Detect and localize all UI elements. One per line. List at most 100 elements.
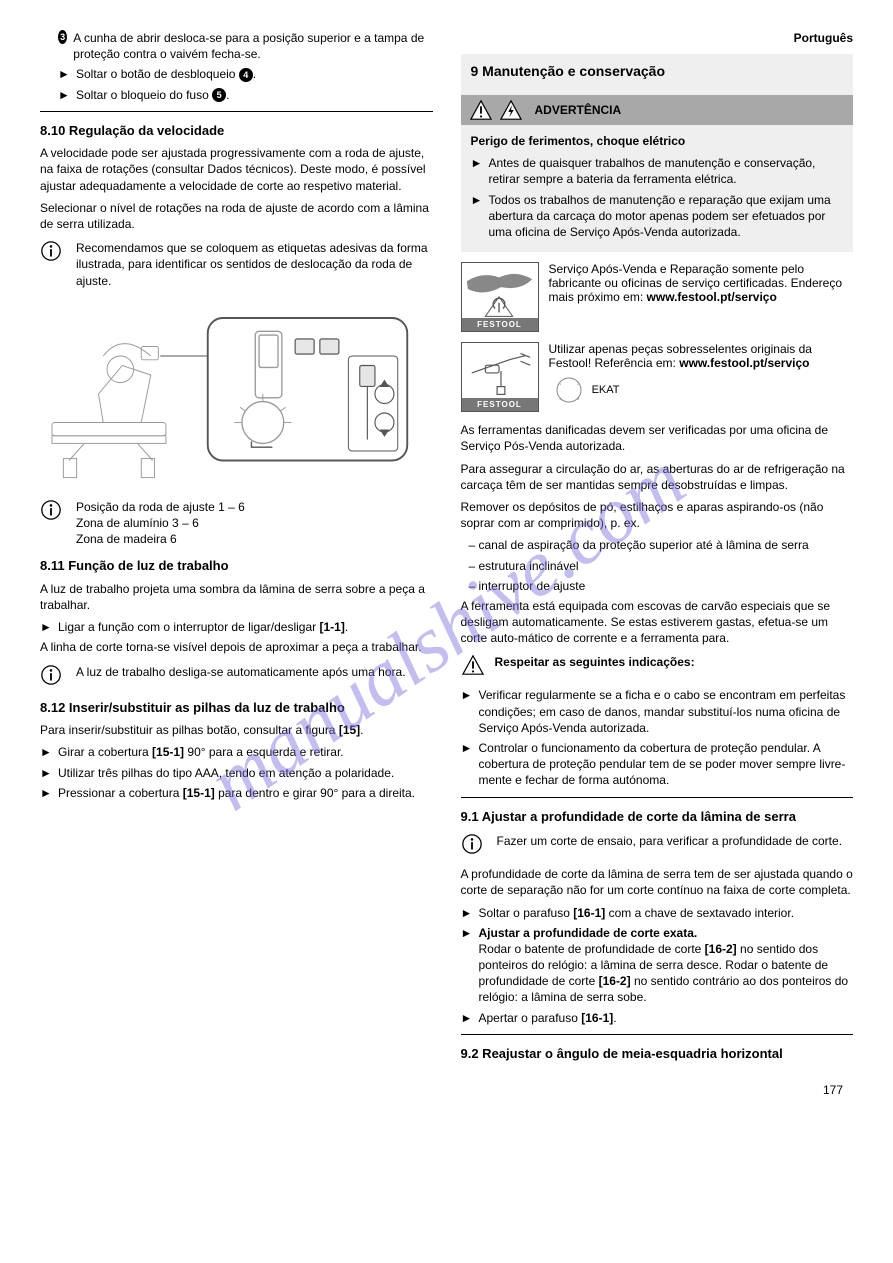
festool-badge: FESTOOL [462,318,538,331]
arrow-icon: ► [40,785,52,801]
warn-item1: Antes de quaisquer trabalhos de manutenç… [489,155,844,187]
sec-8-10-p2: Selecionar o nível de rotações na roda d… [40,200,433,232]
service-row-1: FESTOOL Serviço Após-Venda e Reparação s… [461,262,854,332]
sec812-item3: ► Pressionar a cobertura [15-1] para den… [40,785,433,801]
p-after-service: As ferramentas danificadas devem ser ver… [461,422,854,454]
step4-num-icon: 4 [239,68,253,82]
step4-text: Soltar o botão de desbloqueio 4. [76,66,256,82]
arrow-icon: ► [461,905,473,921]
speed-label-illustration [40,299,433,489]
info-row-1: Recomendamos que se coloquem as etiqueta… [40,240,433,289]
sec-8-11-p1: A luz de trabalho projeta uma sombra da … [40,581,433,613]
service2-link[interactable]: www.festool.pt/serviço [679,356,809,370]
left-column: 3 A cunha de abrir desloca-se para a pos… [40,30,433,1105]
sec91-step-b: ► Ajustar a profundidade de corte exata.… [461,925,854,1006]
service-row-2: FESTOOL Utilizar apenas peças sobressele… [461,342,854,412]
dash2: – estrutura inclinável [469,558,854,574]
info2-text: Posição da roda de ajuste 1 – 6 Zona de … [76,499,433,548]
step3-num-icon: 3 [58,30,67,44]
arrow-icon: ► [461,687,473,736]
sec-8-10-p1: A velocidade pode ser ajustada progressi… [40,145,433,194]
arrow-icon: ► [471,192,483,241]
p-clean: Para assegurar a circulação do ar, as ab… [461,461,854,493]
info-icon [40,664,62,686]
sec812-item2: ► Utilizar três pilhas do tipo AAA, tend… [40,765,433,781]
step5-num-icon: 5 [212,88,226,102]
warning-icon [461,654,485,676]
sec-8-11-p3: A linha de corte torna-se visível depois… [40,639,433,655]
step-5: ► Soltar o bloqueio do fuso 5. [58,87,433,103]
warn-item2: Todos os trabalhos de manutenção e repar… [489,192,844,241]
arrow-icon: ► [58,66,70,82]
ekat-icon: 1 2 3 4 [549,376,589,404]
sec812-p1: Para inserir/substituir as pilhas botão,… [40,722,433,738]
arrow-icon: ► [471,155,483,187]
warning-icon [469,99,493,121]
service1-link[interactable]: www.festool.pt/serviço [647,290,777,304]
info-icon [461,833,483,855]
p-check: A ferramenta está equipada com escovas d… [461,598,854,647]
info1-text: Recomendamos que se coloquem as etiqueta… [76,240,433,289]
info-row-3: A luz de trabalho desliga-se automaticam… [40,664,433,689]
sec9-header-box: 9 Manutenção e conservação [461,54,854,95]
arrow-icon: ► [461,740,473,789]
sec811-step: ► Ligar a função com o interruptor de li… [40,619,433,635]
info-icon [40,240,62,262]
sec-8-10-title: 8.10 Regulação da velocidade [40,122,433,140]
info-icon [40,499,62,521]
warn-bold: Perigo de ferimentos, choque elétrico [471,133,844,149]
service2-text: Utilizar apenas peças sobresselentes ori… [549,342,854,412]
sec91-step-c: ► Apertar o parafuso [16-1]. [461,1010,854,1026]
festool-badge: FESTOOL [462,398,538,411]
page-number: 177 [461,1082,854,1098]
ekat-label: EKAT [592,384,620,396]
dash-list: – canal de aspiração da proteção superio… [461,537,854,594]
info-row-91: Fazer um corte de ensaio, para verificar… [461,833,854,858]
sec811-step-text: Ligar a função com o interruptor de liga… [58,619,348,635]
dash3: – interruptor de ajuste [469,578,854,594]
sec92-title: 9.2 Reajustar o ângulo de meia-esquadria… [461,1045,854,1063]
caution-block: Respeitar as seguintes indicações: [461,654,854,679]
svg-text:1: 1 [559,381,562,386]
divider [461,797,854,798]
arrow-icon: ► [58,87,70,103]
warning-body: Perigo de ferimentos, choque elétrico ►A… [461,125,854,252]
c-item1: Verificar regularmente se a ficha e o ca… [479,687,854,736]
step-3: 3 A cunha de abrir desloca-se para a pos… [58,30,433,62]
sec91-p1: A profundidade de corte da lâmina de ser… [461,866,854,898]
info3-text: A luz de trabalho desliga-se automaticam… [76,664,433,680]
right-column: Português 9 Manutenção e conservação ADV… [461,30,854,1105]
divider [40,111,433,112]
c-item2: Controlar o funcionamento da cobertura d… [479,740,854,789]
caution-bold: Respeitar as seguintes indicações: [495,654,695,670]
arrow-icon: ► [40,744,52,760]
divider [461,1034,854,1035]
sec-8-12-title: 8.12 Inserir/substituir as pilhas da luz… [40,699,433,717]
service-image-2: FESTOOL [461,342,539,412]
svg-text:4: 4 [559,396,562,401]
step5-text: Soltar o bloqueio do fuso 5. [76,87,229,103]
sec91-title: 9.1 Ajustar a profundidade de corte da l… [461,808,854,826]
warn-title: ADVERTÊNCIA [535,103,622,117]
sec-8-11-title: 8.11 Função de luz de trabalho [40,557,433,575]
p-remove: Remover os depósitos de pó, estilhaços e… [461,499,854,531]
step-4: ► Soltar o botão de desbloqueio 4. [58,66,433,82]
sec91-info: Fazer um corte de ensaio, para verificar… [497,833,854,849]
language-label: Português [461,30,854,46]
step3-text: A cunha de abrir desloca-se para a posiç… [73,30,432,62]
warning-header: ADVERTÊNCIA [461,95,854,125]
shock-icon [499,99,523,121]
service1-text: Serviço Após-Venda e Reparação somente p… [549,262,854,332]
arrow-icon: ► [40,765,52,781]
sec9-title: 9 Manutenção e conservação [471,62,844,81]
arrow-icon: ► [40,619,52,635]
sec91-step-a: ► Soltar o parafuso [16-1] com a chave d… [461,905,854,921]
arrow-icon: ► [461,1010,473,1026]
svg-text:3: 3 [577,396,580,401]
page-container: 3 A cunha de abrir desloca-se para a pos… [0,0,893,1125]
service-image-1: FESTOOL [461,262,539,332]
arrow-icon: ► [461,925,473,1006]
dash1: – canal de aspiração da proteção superio… [469,537,854,553]
sec812-item1: ► Girar a cobertura [15-1] 90° para a es… [40,744,433,760]
info-row-2: Posição da roda de ajuste 1 – 6 Zona de … [40,499,433,548]
